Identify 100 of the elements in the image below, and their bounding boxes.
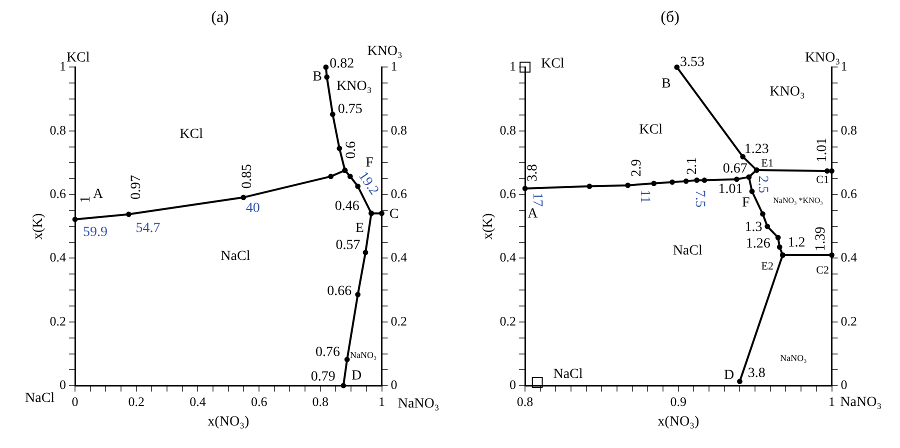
annotation: A: [528, 206, 539, 222]
annotation: NaCl: [220, 249, 250, 264]
annotation: C2: [816, 264, 829, 277]
annotation: KNO₃: [336, 78, 372, 94]
y-axis-title: x(K): [481, 212, 496, 240]
annotation: NaNO₃: [780, 353, 807, 364]
annotation: 3.53: [680, 54, 704, 70]
chart-title: (б): [660, 8, 680, 26]
annotation: 1: [78, 196, 94, 203]
annotation: 17: [530, 192, 545, 207]
annotation: F: [742, 196, 750, 211]
annotation: 54.7: [136, 220, 160, 236]
y2-tick-label: 0.6: [840, 186, 858, 201]
y2-tick-label: 0.8: [840, 122, 857, 138]
y2-tick-label: 1: [390, 58, 398, 74]
annotation: F: [366, 155, 374, 170]
annotation: 0.57: [336, 238, 360, 254]
annotation: B: [312, 69, 322, 84]
y-tick-label: 0: [60, 377, 66, 392]
annotation: 0.46: [334, 199, 360, 214]
annotation: 0.76: [316, 345, 340, 360]
text: KNO₃: [804, 50, 840, 66]
text: NaNO₃: [398, 396, 440, 412]
annotation: 1.01: [718, 182, 743, 198]
annotation: 1.01: [815, 138, 830, 162]
annotation: NaCl: [672, 244, 702, 259]
annotation: 7.5: [692, 190, 708, 208]
annotation: E: [355, 220, 364, 236]
annotation: 1.3: [744, 220, 762, 236]
text: C: [389, 206, 399, 222]
y-tick-label: 0.8: [500, 122, 516, 138]
annotation: 2.9: [630, 159, 645, 177]
annotation: 0.66: [327, 284, 352, 300]
x-tick-label: 0.9: [670, 394, 687, 409]
x-axis-title: x(NO₃): [208, 414, 250, 430]
annotation: 11: [636, 190, 652, 204]
x-tick-label: 0.6: [250, 394, 268, 409]
annotation: 0.82: [330, 56, 354, 72]
y-tick-label: 0.2: [50, 313, 66, 328]
annotation: 19.2: [354, 169, 382, 198]
x-tick-label: 1: [828, 394, 835, 409]
x-tick-label: 0: [72, 394, 78, 409]
y2-tick-label: 0.4: [390, 250, 408, 265]
annotation: 1.2: [788, 236, 806, 251]
y-tick-label: 0.8: [50, 122, 66, 138]
y2-tick-label: 0.2: [390, 313, 407, 328]
y-tick-label: 0.2: [500, 313, 516, 328]
annotation: 2.5: [755, 176, 770, 194]
y2-tick-label: 0.4: [840, 250, 858, 265]
annotation: KCl: [540, 56, 564, 72]
annotation: 0.79: [310, 369, 336, 384]
annotation: 1.23: [744, 142, 769, 158]
y-tick-label: 0.6: [500, 186, 517, 201]
annotation: 1.39: [814, 226, 829, 252]
y-tick-label: 0.4: [50, 250, 67, 265]
x-axis-title: x(NO₃): [658, 414, 700, 430]
annotation: B: [661, 76, 671, 92]
annotation: 59.9: [83, 225, 108, 240]
annotation: 0.67: [722, 161, 748, 176]
x-tick-label: 0.4: [190, 394, 206, 409]
y-tick-label: 0: [510, 377, 516, 392]
annotation: 0.75: [338, 102, 362, 117]
annotation: D: [724, 368, 734, 384]
text: NaNO₃: [840, 394, 882, 410]
text: KNO₃: [367, 44, 403, 59]
annotation: NaNO₃: [350, 350, 377, 360]
annotation: E1: [761, 158, 774, 170]
y2-tick-label: 0.8: [390, 122, 407, 138]
y-tick-label: 0.4: [500, 250, 517, 265]
y-tick-label: 1: [60, 58, 66, 74]
x-tick-label: 0.2: [128, 394, 145, 409]
annotation: KCl: [180, 127, 204, 142]
y2-tick-label: 0: [840, 377, 848, 392]
annotation: A: [92, 187, 104, 202]
text: NaCl: [25, 391, 55, 406]
annotation: D: [352, 368, 362, 384]
annotation: 3.8: [525, 164, 540, 182]
annotation: 0.6: [344, 141, 359, 159]
annotation: 40: [246, 200, 260, 216]
annotation: 1.26: [746, 236, 770, 252]
annotation: NaCl: [553, 367, 583, 382]
y-tick-label: 1: [510, 58, 516, 74]
chart-title: (a): [211, 8, 229, 26]
annotation: KNO₃: [770, 84, 805, 100]
x-tick-label: 0.8: [312, 394, 329, 409]
y2-tick-label: 0.2: [840, 313, 857, 328]
annotation: KCl: [639, 122, 663, 138]
annotation: NaNO₃ *KNO₃: [773, 196, 824, 206]
y2-tick-label: 0: [390, 377, 398, 392]
annotation: 3.8: [748, 366, 766, 381]
annotation: 0.85: [240, 164, 255, 189]
y-axis-title: x(K): [31, 212, 46, 240]
annotation: C1: [816, 174, 829, 186]
y2-tick-label: 1: [840, 58, 848, 74]
x-tick-label: 1: [378, 394, 385, 409]
y-tick-label: 0.6: [50, 186, 67, 201]
annotation: 2.1: [684, 157, 700, 175]
y2-tick-label: 0.6: [390, 186, 408, 201]
text: KCl: [66, 50, 90, 66]
annotation: E2: [761, 260, 774, 272]
